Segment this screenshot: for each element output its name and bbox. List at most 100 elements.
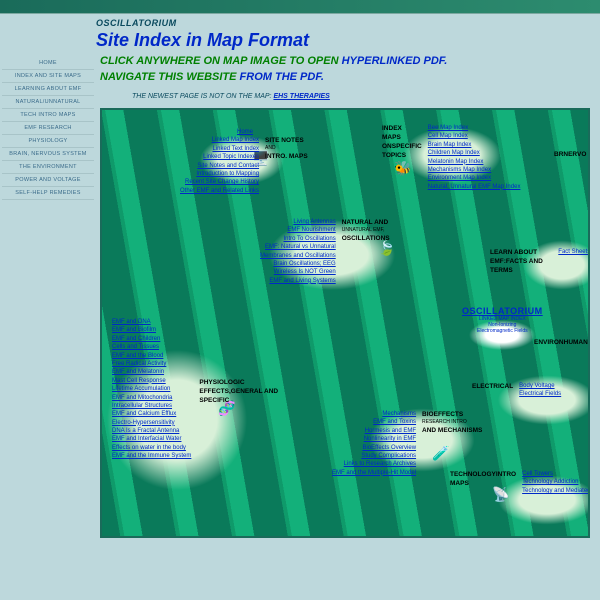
cluster-learn: LEARN ABOUT EMF:FACTS AND TERMS Fact Shee… bbox=[490, 248, 590, 276]
map-link[interactable]: Cell Towers bbox=[522, 470, 590, 478]
map-link[interactable]: Intro To Oscillations bbox=[260, 235, 336, 243]
map-link[interactable]: Linked Map Index bbox=[180, 136, 259, 144]
map-center-brand: OSCILLATORIUM LINKED MAP INDEX Non-Ioniz… bbox=[462, 306, 543, 334]
map-link[interactable]: Linked Topic Indexes bbox=[180, 153, 259, 161]
map-link[interactable]: Hormesis and EMF bbox=[332, 427, 416, 435]
map-link[interactable]: Home bbox=[180, 128, 310, 136]
map-link[interactable]: Cell Map Index bbox=[428, 132, 521, 140]
sidebar-item-physiology[interactable]: PHYSIOLOGY bbox=[2, 135, 94, 148]
cluster-bioeffects: MechanismsEMF and ToxinsHormesis and EMF… bbox=[332, 410, 492, 477]
cluster-notes: HomeLinked Map IndexLinked Text IndexLin… bbox=[180, 128, 310, 195]
map-link[interactable]: Mechanisms bbox=[332, 410, 416, 418]
map-link[interactable]: Intracellular Structures bbox=[112, 402, 191, 410]
newest-label: THE NEWEST PAGE IS NOT ON THE MAP: bbox=[132, 93, 273, 100]
map-link[interactable]: Melatonin Map Index bbox=[428, 158, 521, 166]
map-link[interactable]: Natural, Unnatural EMF Map Index bbox=[428, 183, 521, 191]
map-link[interactable]: EMF and the Blood bbox=[112, 352, 191, 360]
page-title: Site Index in Map Format bbox=[96, 30, 600, 51]
sidebar-item-selfhelp[interactable]: SELF-HELP REMEDIES bbox=[2, 187, 94, 200]
map-link[interactable]: BioEffects Overview bbox=[332, 444, 416, 452]
intro-line2b: FROM THE PDF. bbox=[240, 71, 324, 83]
top-color-strip bbox=[0, 0, 600, 14]
map-link[interactable]: Mechanisms Map Index bbox=[428, 166, 521, 174]
map-link[interactable]: EMF and the Multiple-Hit Model bbox=[332, 469, 416, 477]
sidebar-item-brain[interactable]: BRAIN, NERVOUS SYSTEM bbox=[2, 148, 94, 161]
map-link[interactable]: EMF and Toxins bbox=[332, 418, 416, 426]
map-link[interactable]: EMF and Melatonin bbox=[112, 368, 191, 376]
map-link[interactable]: Mast Cell Response bbox=[112, 377, 191, 385]
sidebar-item-natural[interactable]: NATURAL/UNNATURAL bbox=[2, 96, 94, 109]
cluster-heading: TECHNOLOGYINTRO MAPS bbox=[450, 470, 516, 488]
site-map-image[interactable]: 🖥️ 🐝 🍃 🧬 🧪 📡 OSCILLATORIUM LINKED MAP IN… bbox=[100, 108, 590, 538]
map-link[interactable]: EMF and the Immune System bbox=[112, 452, 191, 460]
sidebar-nav: HOME INDEX AND SITE MAPS LEARNING ABOUT … bbox=[0, 55, 96, 544]
brand-text: OSCILLATORIUM bbox=[96, 18, 600, 28]
map-link[interactable]: Wireless Is NOT Green bbox=[260, 268, 336, 276]
map-link[interactable]: Brain Oscillations; EEG bbox=[260, 260, 336, 268]
intro-line2a: NAVIGATE THIS WEBSITE bbox=[100, 71, 240, 83]
map-link[interactable]: EMF and Interfacial Water bbox=[112, 435, 191, 443]
cluster-heading: LEARN ABOUT EMF:FACTS AND TERMS bbox=[490, 248, 552, 275]
map-link[interactable]: EMF Nourishment bbox=[260, 226, 336, 234]
map-link[interactable]: EMF and Children bbox=[112, 335, 191, 343]
cluster-heading: PHYSIOLOGIC EFFECTS,GENERAL AND SPECIFIC bbox=[199, 378, 292, 405]
map-link[interactable]: DNA Is a Fractal Antenna bbox=[112, 427, 191, 435]
map-link[interactable]: Introduction to Mapping bbox=[180, 170, 259, 178]
map-link[interactable]: EMF and Mitochondria bbox=[112, 394, 191, 402]
map-link[interactable]: Living Antennas bbox=[260, 218, 336, 226]
map-link[interactable]: EMF and Calcium Efflux bbox=[112, 410, 191, 418]
map-link[interactable]: Environment Map Index bbox=[428, 174, 521, 182]
map-link[interactable]: EMF and Biofilm bbox=[112, 326, 191, 334]
cluster-heading: BRNERVO bbox=[554, 150, 590, 159]
cluster-environ: ENVIRONHUMAN AN bbox=[534, 338, 590, 348]
intro-line2: NAVIGATE THIS WEBSITE FROM THE PDF. bbox=[100, 71, 594, 83]
cluster-heading: SITE NOTESANDINTRO. MAPS bbox=[265, 136, 308, 161]
map-link[interactable]: Technology Addiction bbox=[522, 478, 590, 486]
sidebar-item-home[interactable]: HOME bbox=[2, 57, 94, 70]
cluster-heading: ELECTRICAL bbox=[472, 382, 513, 391]
map-link[interactable]: Site Notes and Contact bbox=[180, 162, 259, 170]
map-link[interactable]: Bee Map Index bbox=[428, 124, 521, 132]
sidebar-item-research[interactable]: EMF RESEARCH bbox=[2, 122, 94, 135]
map-link[interactable]: Linked Text Index bbox=[180, 145, 259, 153]
sidebar-item-power[interactable]: POWER AND VOLTAGE bbox=[2, 174, 94, 187]
map-link[interactable]: Fact Sheets, Hand- bbox=[558, 248, 590, 256]
map-link[interactable]: Recent Site Change History bbox=[180, 178, 259, 186]
map-link[interactable]: Lifetime Accumulation bbox=[112, 385, 191, 393]
sidebar-item-learning[interactable]: LEARNING ABOUT EMF bbox=[2, 83, 94, 96]
intro-line1: CLICK ANYWHERE ON MAP IMAGE TO OPEN HYPE… bbox=[100, 55, 594, 67]
map-link[interactable]: Children Map Index bbox=[428, 149, 521, 157]
map-link[interactable]: Effects on water in the body bbox=[112, 444, 191, 452]
map-link[interactable]: Other EMF and Related Links bbox=[180, 187, 259, 195]
map-link[interactable]: EMF and Living Systems bbox=[260, 277, 336, 285]
cluster-brain: BRNERVO bbox=[554, 150, 590, 160]
intro-block: CLICK ANYWHERE ON MAP IMAGE TO OPEN HYPE… bbox=[100, 55, 594, 83]
map-link[interactable]: Electrical Fields bbox=[519, 390, 561, 398]
cluster-topics: INDEX MAPS ONSPECIFIC TOPICSBee Map Inde… bbox=[382, 124, 512, 191]
intro-line1a: CLICK ANYWHERE ON MAP IMAGE TO OPEN bbox=[100, 55, 342, 67]
map-link[interactable]: EMF: Natural vs Unnatural bbox=[260, 243, 336, 251]
sidebar-item-environment[interactable]: THE ENVIRONMENT bbox=[2, 161, 94, 174]
map-link[interactable]: Free Radical Activity bbox=[112, 360, 191, 368]
map-link[interactable]: Links to Research Archives bbox=[332, 460, 416, 468]
cluster-natural: Living AntennasEMF NourishmentIntro To O… bbox=[260, 218, 430, 285]
map-link[interactable]: Brain Map Index bbox=[428, 141, 521, 149]
center-sub3: Electromagnetic Fields bbox=[462, 328, 543, 334]
newest-link[interactable]: EHS THERAPIES bbox=[273, 93, 329, 100]
map-link[interactable]: Study Complications bbox=[332, 452, 416, 460]
map-link[interactable]: Nonlinearity in EMF bbox=[332, 435, 416, 443]
cluster-physio: EMF and DNAEMF and BiofilmEMF and Childr… bbox=[112, 318, 292, 461]
sidebar-item-index[interactable]: INDEX AND SITE MAPS bbox=[2, 70, 94, 83]
sidebar-item-tech[interactable]: TECH INTRO MAPS bbox=[2, 109, 94, 122]
content-row: HOME INDEX AND SITE MAPS LEARNING ABOUT … bbox=[0, 55, 600, 544]
map-link[interactable]: Body Voltage bbox=[519, 382, 561, 390]
map-link[interactable]: Cells and Tissues bbox=[112, 343, 191, 351]
intro-line1b: HYPERLINKED PDF. bbox=[342, 55, 448, 67]
map-link[interactable]: Technology and Mediated Life bbox=[522, 487, 590, 495]
cluster-heading: INDEX MAPS ONSPECIFIC TOPICS bbox=[382, 124, 422, 160]
map-link[interactable]: Electro-Hypersensitivity bbox=[112, 419, 191, 427]
map-link[interactable]: EMF and DNA bbox=[112, 318, 191, 326]
map-link[interactable]: Membranes and Oscillations bbox=[260, 252, 336, 260]
main-area: CLICK ANYWHERE ON MAP IMAGE TO OPEN HYPE… bbox=[96, 55, 600, 544]
cluster-heading: ENVIRONHUMAN AN bbox=[534, 338, 590, 347]
